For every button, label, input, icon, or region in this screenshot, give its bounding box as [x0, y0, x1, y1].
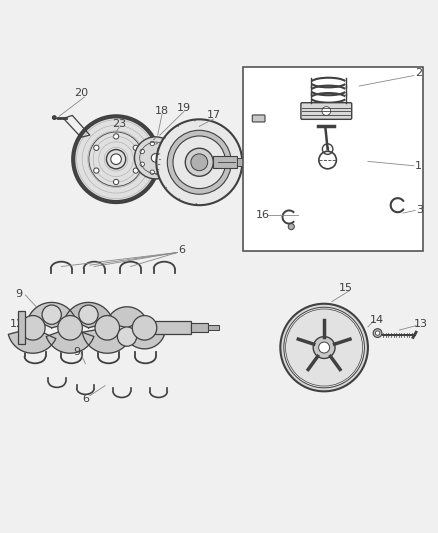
Circle shape: [94, 145, 99, 150]
FancyBboxPatch shape: [301, 103, 352, 119]
FancyBboxPatch shape: [155, 321, 191, 334]
Circle shape: [21, 316, 45, 340]
Circle shape: [375, 331, 380, 335]
Polygon shape: [28, 302, 76, 328]
Circle shape: [313, 336, 335, 359]
Circle shape: [53, 116, 56, 119]
Text: 15: 15: [339, 282, 353, 293]
Circle shape: [132, 316, 157, 340]
Circle shape: [133, 145, 138, 150]
Circle shape: [113, 134, 119, 139]
Circle shape: [322, 107, 331, 115]
Circle shape: [288, 223, 294, 230]
Text: 3: 3: [416, 205, 423, 215]
Text: 16: 16: [256, 210, 270, 220]
Circle shape: [173, 136, 226, 189]
Circle shape: [117, 327, 137, 346]
FancyBboxPatch shape: [18, 311, 25, 344]
Circle shape: [191, 154, 208, 171]
Circle shape: [150, 141, 155, 146]
Circle shape: [162, 144, 167, 149]
Circle shape: [74, 118, 158, 201]
Circle shape: [140, 149, 145, 154]
Circle shape: [79, 305, 98, 324]
Circle shape: [151, 154, 160, 162]
FancyBboxPatch shape: [191, 324, 208, 332]
FancyBboxPatch shape: [237, 158, 248, 166]
Text: 1: 1: [415, 161, 422, 171]
Circle shape: [94, 168, 99, 173]
Text: 6: 6: [82, 394, 89, 404]
Circle shape: [284, 307, 364, 388]
Polygon shape: [82, 328, 129, 353]
Text: 13: 13: [413, 319, 427, 329]
Circle shape: [185, 148, 213, 176]
Circle shape: [168, 156, 173, 160]
Circle shape: [134, 137, 177, 179]
FancyBboxPatch shape: [213, 156, 237, 168]
Circle shape: [150, 170, 154, 174]
Circle shape: [167, 130, 231, 194]
Circle shape: [162, 167, 167, 172]
Circle shape: [373, 329, 382, 337]
Circle shape: [95, 316, 120, 340]
Circle shape: [42, 305, 61, 324]
Circle shape: [318, 342, 330, 353]
Polygon shape: [107, 307, 146, 328]
Text: 9: 9: [73, 347, 80, 357]
Circle shape: [177, 153, 183, 158]
Text: 17: 17: [207, 110, 221, 120]
Circle shape: [133, 168, 138, 173]
FancyBboxPatch shape: [243, 67, 423, 251]
Circle shape: [156, 119, 242, 205]
Polygon shape: [8, 328, 56, 353]
Circle shape: [111, 154, 121, 165]
Polygon shape: [46, 328, 94, 353]
Text: 18: 18: [155, 106, 169, 116]
Polygon shape: [65, 302, 113, 328]
Text: 23: 23: [112, 119, 126, 129]
Text: 19: 19: [177, 103, 191, 113]
Polygon shape: [125, 328, 164, 349]
FancyBboxPatch shape: [252, 115, 265, 122]
Text: 9: 9: [15, 289, 22, 298]
Text: 12: 12: [10, 319, 24, 329]
Text: 6: 6: [178, 245, 185, 255]
Circle shape: [140, 162, 145, 166]
Text: 2: 2: [415, 68, 422, 78]
Circle shape: [286, 309, 363, 386]
Text: 20: 20: [74, 88, 88, 99]
FancyBboxPatch shape: [208, 325, 219, 330]
Circle shape: [280, 304, 368, 391]
Text: 14: 14: [370, 315, 384, 325]
Circle shape: [113, 179, 119, 184]
Circle shape: [58, 316, 82, 340]
